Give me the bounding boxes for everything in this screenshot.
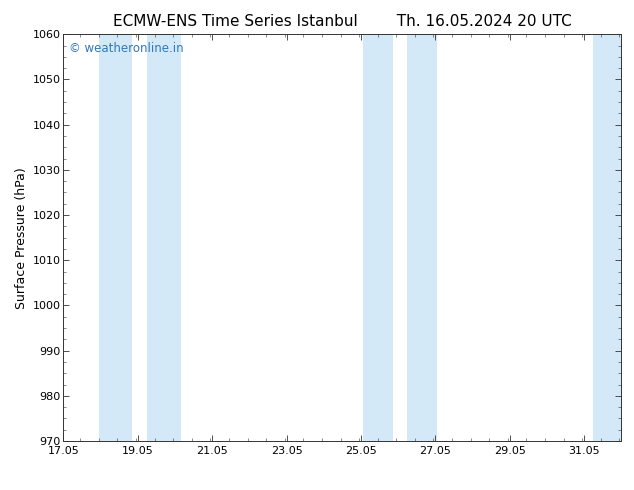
Bar <box>363 34 392 441</box>
Y-axis label: Surface Pressure (hPa): Surface Pressure (hPa) <box>15 167 29 309</box>
Bar <box>593 34 621 441</box>
Title: ECMW-ENS Time Series Istanbul        Th. 16.05.2024 20 UTC: ECMW-ENS Time Series Istanbul Th. 16.05.… <box>113 14 572 29</box>
Text: © weatheronline.in: © weatheronline.in <box>69 43 184 55</box>
Bar <box>408 34 437 441</box>
Bar <box>99 34 133 441</box>
Bar <box>147 34 181 441</box>
